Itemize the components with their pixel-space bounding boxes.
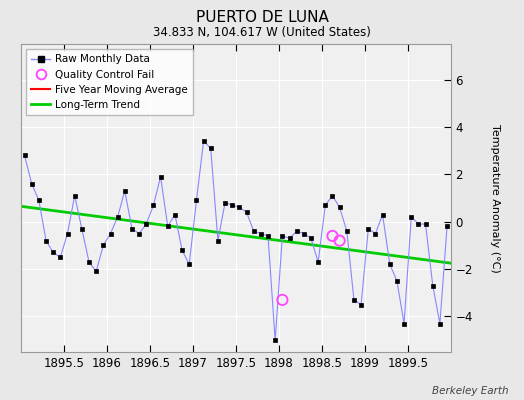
Raw Monthly Data [165,224,171,229]
Raw Monthly Data [157,174,163,179]
Raw Monthly Data [93,269,100,274]
Line: Raw Monthly Data: Raw Monthly Data [23,139,449,342]
Raw Monthly Data [21,153,28,158]
Text: 34.833 N, 104.617 W (United States): 34.833 N, 104.617 W (United States) [153,26,371,39]
Quality Control Fail [278,297,287,303]
Text: PUERTO DE LUNA: PUERTO DE LUNA [195,10,329,25]
Legend: Raw Monthly Data, Quality Control Fail, Five Year Moving Average, Long-Term Tren: Raw Monthly Data, Quality Control Fail, … [26,49,193,115]
Raw Monthly Data [272,338,278,342]
Raw Monthly Data [129,226,135,231]
Text: Berkeley Earth: Berkeley Earth [432,386,508,396]
Raw Monthly Data [301,231,307,236]
Raw Monthly Data [200,139,206,144]
Quality Control Fail [329,233,337,239]
Y-axis label: Temperature Anomaly (°C): Temperature Anomaly (°C) [489,124,499,272]
Quality Control Fail [335,238,344,244]
Raw Monthly Data [143,222,149,226]
Raw Monthly Data [444,224,450,229]
